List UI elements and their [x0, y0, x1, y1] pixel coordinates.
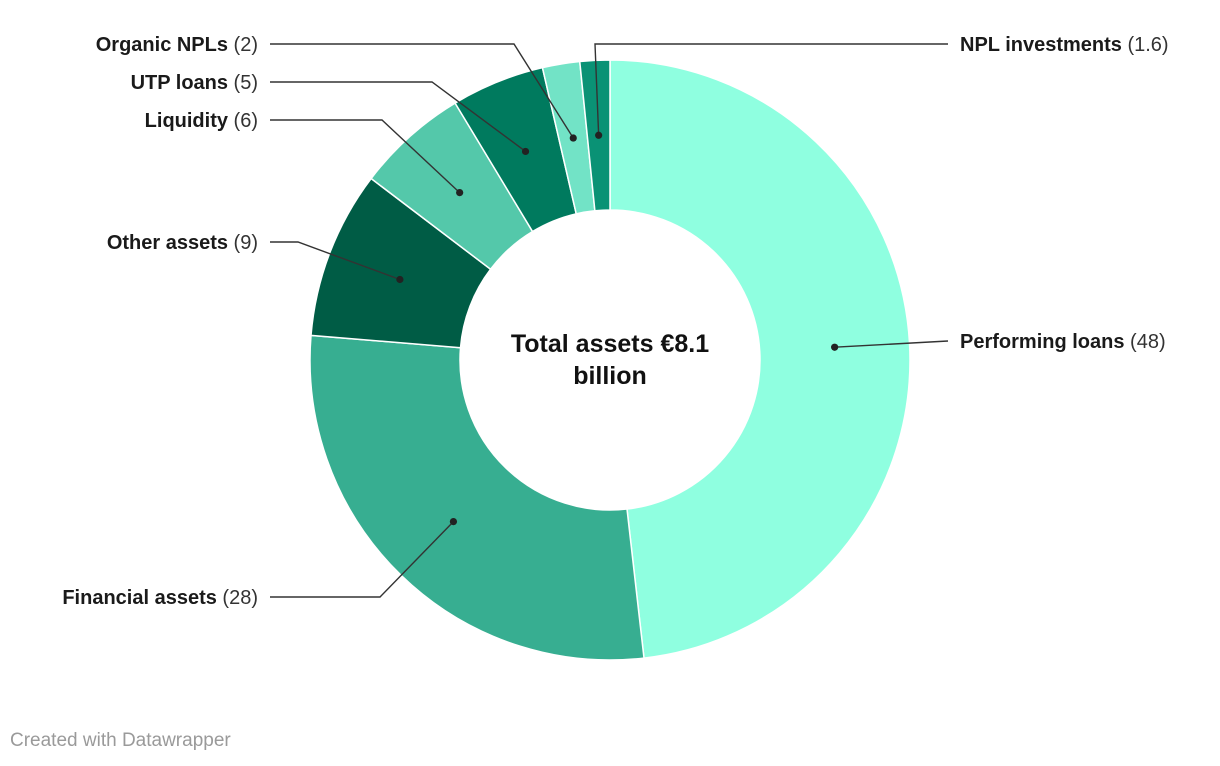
leader-line — [594, 43, 948, 136]
slice-label: Performing loans (48) — [960, 331, 1166, 353]
leader-line — [834, 340, 949, 348]
slice-label-name: NPL investments — [960, 34, 1122, 56]
leader-dot — [456, 189, 464, 197]
slice-label-name: Performing loans — [960, 331, 1124, 353]
labels-layer: Performing loans (48) Financial assets (2… — [62, 34, 1168, 609]
slices-layer — [309, 59, 911, 661]
center-label-line-2: billion — [573, 362, 647, 390]
leader-dot — [396, 275, 404, 284]
leader-line — [270, 43, 574, 139]
slice-label: NPL investments (1.6) — [960, 34, 1169, 56]
slice-label-name: Other assets — [107, 232, 228, 254]
credit-text: Created with Datawrapper — [10, 730, 231, 751]
leader-dot — [449, 517, 458, 526]
leader-line — [270, 241, 401, 281]
slice-label-value: (9) — [228, 232, 258, 254]
slice-label-value: (48) — [1124, 331, 1165, 353]
leader-dot — [595, 131, 603, 139]
center-label-line-1: Total assets €8.1 — [511, 330, 709, 358]
leader-dot — [569, 134, 577, 142]
slice-label-value: (2) — [228, 34, 258, 56]
slice-label-value: (28) — [217, 587, 258, 609]
slice-npl-investments — [578, 59, 611, 212]
slice-label: Liquidity (6) — [145, 110, 258, 132]
slice-label-value: (1.6) — [1122, 34, 1169, 56]
slice-label-name: UTP loans — [131, 72, 228, 94]
slice-label-value: (5) — [228, 72, 258, 94]
leader-line — [270, 119, 461, 194]
slice-label: Other assets (9) — [107, 232, 258, 254]
slice-performing-loans — [609, 59, 911, 659]
leaders-layer — [270, 43, 949, 598]
slice-label-name: Liquidity — [145, 110, 229, 132]
leader-line — [270, 81, 526, 153]
slice-label-name: Organic NPLs — [96, 34, 228, 56]
slice-label: UTP loans (5) — [131, 72, 258, 94]
leader-dot — [521, 147, 530, 156]
leader-line — [270, 521, 454, 598]
slice-label: Organic NPLs (2) — [96, 34, 258, 56]
slice-label-value: (6) — [228, 110, 258, 132]
slice-label-name: Financial assets — [62, 587, 217, 609]
leader-dot — [831, 343, 839, 351]
slice-financial-assets — [309, 334, 645, 661]
slice-label: Financial assets (28) — [62, 587, 258, 609]
